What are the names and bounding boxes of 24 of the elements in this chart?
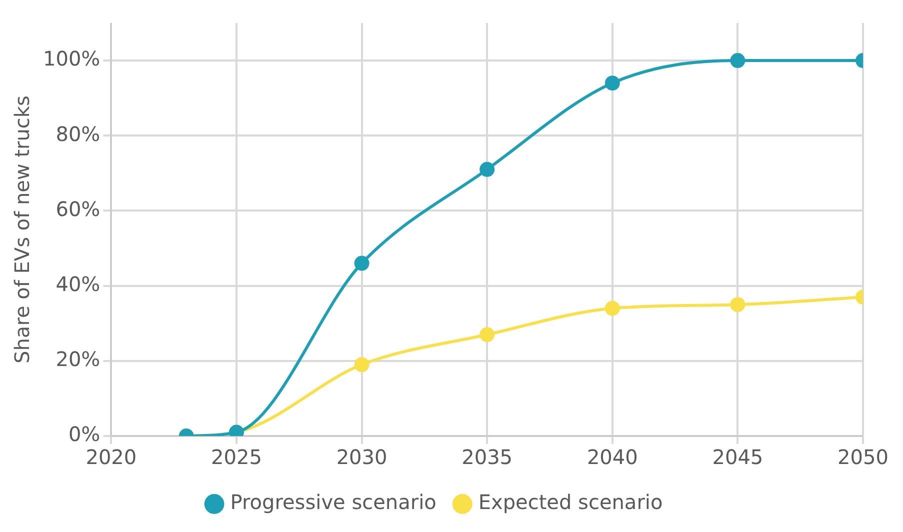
x-tick-label: 2040 [586, 445, 638, 470]
point [354, 256, 370, 271]
point [604, 300, 620, 316]
x-tick-label: 2045 [712, 445, 764, 470]
y-tick-label: 20% [56, 347, 100, 372]
x-tick-label: 2035 [462, 445, 513, 470]
point [354, 357, 370, 372]
y-tick-label: 0% [68, 422, 100, 446]
point [730, 53, 746, 68]
legend-label: Progressive scenario [230, 490, 436, 514]
x-tick-label: 2030 [336, 445, 388, 470]
x-tick-label: 2050 [838, 445, 888, 470]
y-tick-label: 80% [56, 122, 100, 146]
point [480, 162, 495, 177]
y-tick-label: 60% [56, 196, 100, 221]
point [480, 327, 495, 342]
point [604, 76, 620, 91]
y-axis-title: Share of EVs of new trucks [10, 96, 34, 364]
y-tick-label: 100% [42, 46, 100, 71]
legend-label: Expected scenario [478, 490, 663, 514]
y-tick-label: 40% [56, 272, 100, 296]
x-tick-label: 2020 [86, 445, 137, 470]
point [730, 297, 746, 312]
x-tick-label: 2025 [211, 445, 262, 470]
